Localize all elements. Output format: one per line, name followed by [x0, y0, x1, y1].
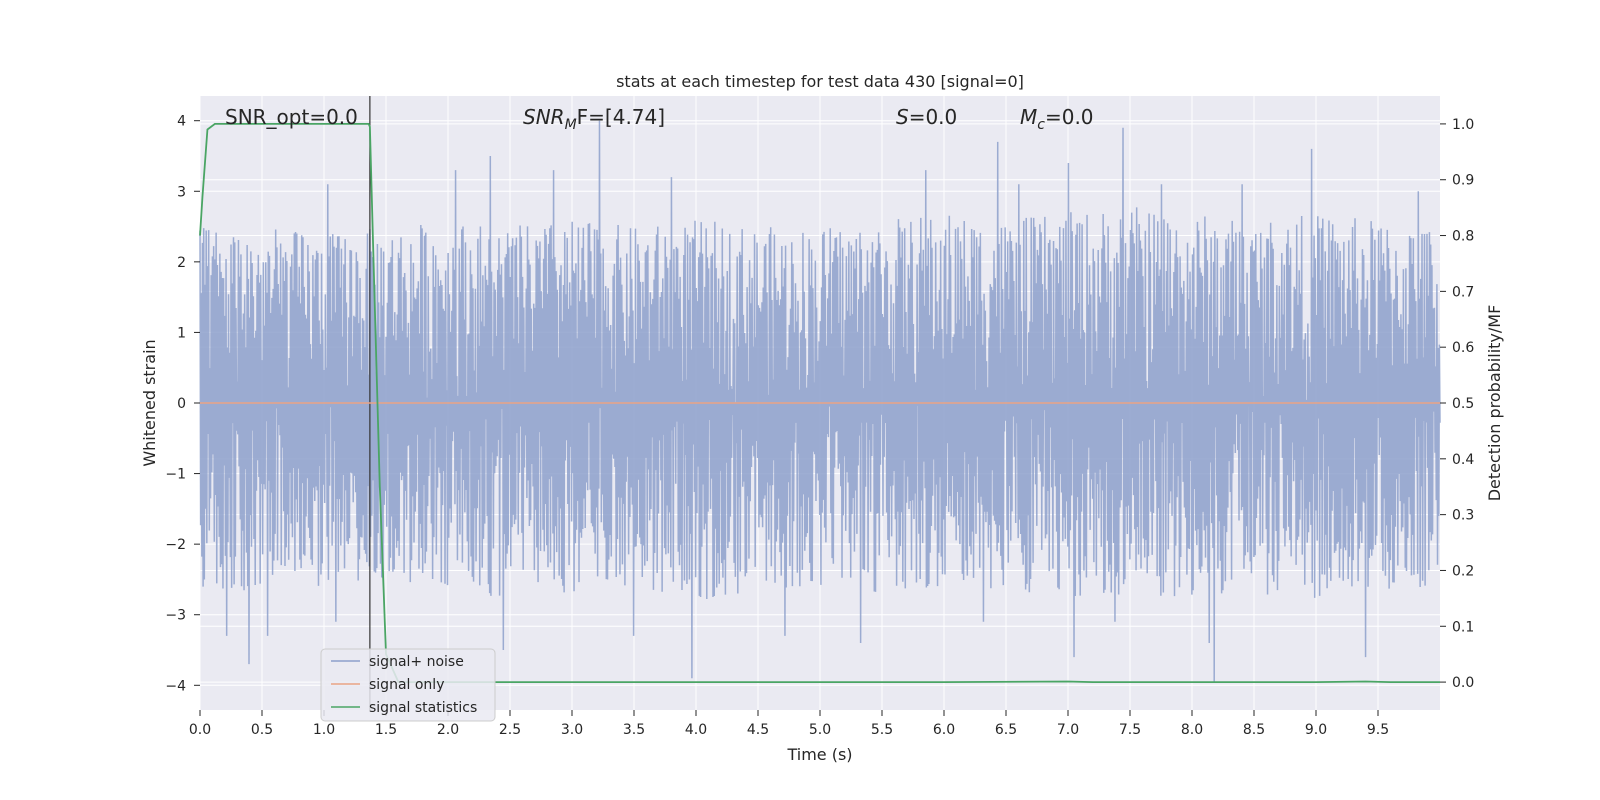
legend-label-signal-only: signal only — [369, 677, 444, 693]
annotation-mc-value: =0.0 — [1045, 105, 1094, 129]
y-axis-label: Whitened strain — [140, 339, 159, 466]
x-tick-label: 8.0 — [1181, 722, 1203, 738]
annotation-mc-subscript: c — [1037, 117, 1045, 133]
y-tick-label: −2 — [165, 537, 186, 553]
x-tick-label: 3.5 — [623, 722, 645, 738]
x-tick-label: 6.0 — [933, 722, 955, 738]
y-right-tick-label: 0.7 — [1452, 284, 1474, 300]
y-tick-label: 0 — [177, 396, 186, 412]
y-axis-ticks: 4 3 2 1 0 −1 −2 −3 −4 — [165, 114, 200, 694]
x-tick-label: 4.0 — [685, 722, 707, 738]
x-tick-label: 6.5 — [995, 722, 1017, 738]
annotation-snr-mf-symbol: SNR — [523, 105, 565, 129]
y-tick-label: 1 — [177, 325, 186, 341]
y-right-tick-label: 0.3 — [1452, 508, 1474, 524]
y-right-axis-label: Detection probability/MF — [1485, 305, 1504, 502]
x-axis-label: Time (s) — [786, 745, 852, 764]
annotation-s-symbol: S — [896, 105, 909, 129]
x-tick-label: 9.5 — [1367, 722, 1389, 738]
x-tick-label: 7.0 — [1057, 722, 1079, 738]
y-right-tick-label: 0.4 — [1452, 452, 1474, 468]
y-tick-label: 2 — [177, 255, 186, 271]
series-layer — [199, 96, 1440, 710]
series-signal-statistics-line — [199, 123, 1440, 683]
legend-label-signal-statistics: signal statistics — [369, 700, 477, 716]
x-tick-label: 1.5 — [375, 722, 397, 738]
y-right-tick-label: 0.5 — [1452, 396, 1474, 412]
annotation-s: S=0.0 — [896, 105, 957, 129]
x-tick-label: 9.0 — [1305, 722, 1327, 738]
annotation-snr-mf-value: F=[4.74] — [577, 105, 665, 129]
y-right-tick-label: 0.8 — [1452, 229, 1474, 245]
chart-title: stats at each timestep for test data 430… — [616, 72, 1024, 91]
y-tick-label: −1 — [165, 467, 186, 483]
y-tick-label: 3 — [177, 184, 186, 200]
y-right-tick-label: 0.9 — [1452, 173, 1474, 189]
x-tick-label: 3.0 — [561, 722, 583, 738]
x-tick-label: 1.0 — [313, 722, 335, 738]
legend-box — [320, 648, 496, 722]
y-right-tick-label: 0.2 — [1452, 563, 1474, 579]
x-tick-label: 2.0 — [437, 722, 459, 738]
y-right-tick-label: 0.1 — [1452, 619, 1474, 635]
signal-noise-trace — [199, 120, 1441, 682]
x-tick-label: 7.5 — [1119, 722, 1141, 738]
x-axis-ticks: 0.0 0.5 1.0 1.5 2.0 2.5 3.0 3.5 4.0 4.5 5.0 5.5 6.0 6… — [189, 710, 1389, 738]
series-signal-noise-line — [199, 120, 1441, 682]
legend-label-signal-noise: signal+ noise — [369, 654, 464, 670]
y-right-tick-label: 0.0 — [1452, 675, 1474, 691]
annotation-mc: Mc=0.0 — [1020, 105, 1094, 133]
y-tick-label: −4 — [165, 678, 186, 694]
x-tick-label: 0.0 — [189, 722, 211, 738]
y-tick-label: −3 — [165, 608, 186, 624]
annotation-s-value: =0.0 — [909, 105, 958, 129]
y-right-axis-ticks: 1.0 0.9 0.8 0.7 0.6 0.5 0.4 0.3 0.2 0.1 0.0 — [1440, 117, 1474, 691]
legend: signal+ noise signal only signal statist… — [320, 648, 496, 722]
x-tick-label: 0.5 — [251, 722, 273, 738]
annotation-snr-mf-subscript: M — [565, 117, 577, 133]
x-tick-label: 8.5 — [1243, 722, 1265, 738]
x-tick-label: 2.5 — [499, 722, 521, 738]
y-right-tick-label: 1.0 — [1452, 117, 1474, 133]
x-tick-label: 5.5 — [871, 722, 893, 738]
x-tick-label: 5.0 — [809, 722, 831, 738]
annotation-snr-mf: SNRMF=[4.74] — [523, 105, 665, 133]
annotation-mc-symbol: M — [1020, 105, 1037, 129]
annotation-snr-opt: SNR_opt=0.0 — [225, 105, 358, 129]
x-tick-label: 4.5 — [747, 722, 769, 738]
y-tick-label: 4 — [177, 114, 186, 130]
y-right-tick-label: 0.6 — [1452, 340, 1474, 356]
